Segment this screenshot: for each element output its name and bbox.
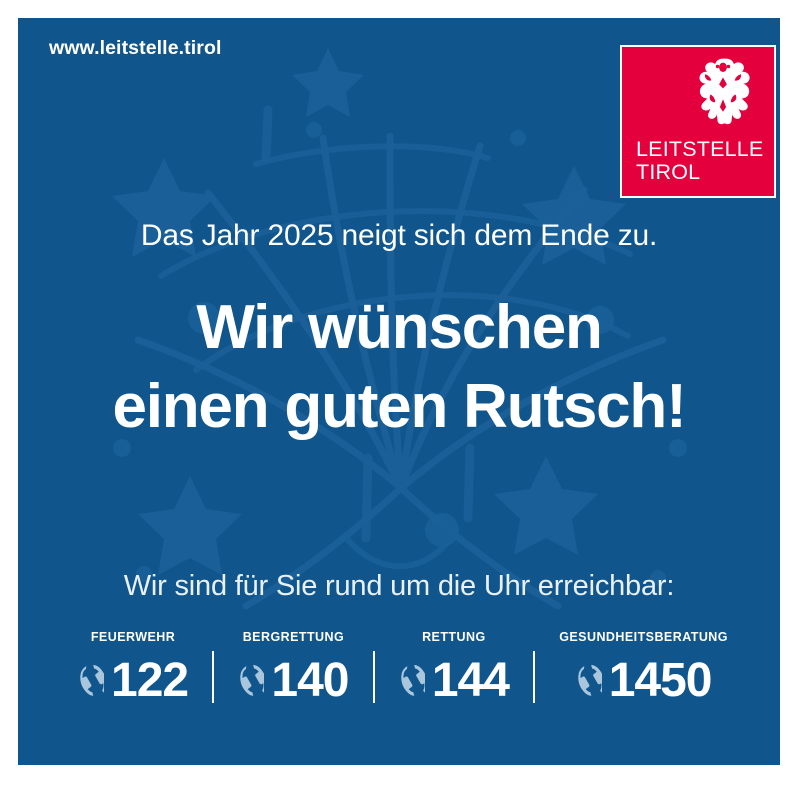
emergency-label: RETTUNG xyxy=(422,630,486,644)
page-title: Wir wünschen einen guten Rutsch! xyxy=(18,288,780,447)
emergency-number-rettung[interactable]: RETTUNG 144 xyxy=(399,630,510,707)
logo-line-1: LEITSTELLE xyxy=(636,136,764,161)
emergency-number-feuerwehr[interactable]: FEUERWEHR 122 xyxy=(78,630,189,707)
website-url[interactable]: www.leitstelle.tirol xyxy=(49,37,222,59)
emergency-label: FEUERWEHR xyxy=(90,630,176,644)
emergency-number-value: 144 xyxy=(431,654,510,707)
new-year-greeting-poster: www.leitstelle.tirol LEITSTELLE TIROL xyxy=(18,18,780,765)
emergency-number-value: 122 xyxy=(111,654,189,707)
number-separator xyxy=(212,651,215,703)
number-separator xyxy=(372,651,375,703)
emergency-number-bergrettung[interactable]: BERGRETTUNG 140 xyxy=(238,630,350,707)
emergency-number-gesundheitsberatung[interactable]: GESUNDHEITSBERATUNG 1450 xyxy=(559,630,728,705)
number-separator xyxy=(533,651,536,703)
emergency-label: GESUNDHEITSBERATUNG xyxy=(559,630,728,644)
kicker-text: Das Jahr 2025 neigt sich dem Ende zu. xyxy=(140,219,658,252)
leitstelle-tirol-logo[interactable]: LEITSTELLE TIROL xyxy=(620,45,776,198)
emergency-number-value: 140 xyxy=(271,654,349,707)
emergency-numbers-row: FEUERWEHR 122 BERGRETTUNG 140 xyxy=(78,630,728,705)
emergency-label: BERGRETTUNG xyxy=(242,630,345,644)
phone-icon xyxy=(577,665,602,696)
tyrol-eagle-icon xyxy=(699,58,750,125)
emergency-number-row: 1450 xyxy=(576,657,712,705)
availability-text: Wir sind für Sie rund um die Uhr erreich… xyxy=(123,570,675,602)
headline-line-2: einen guten Rutsch! xyxy=(112,372,686,442)
emergency-number-value: 1450 xyxy=(608,654,713,707)
logo-wordmark: LEITSTELLE TIROL xyxy=(636,136,764,184)
headline-line-1: Wir wünschen xyxy=(196,293,603,362)
phone-icon xyxy=(80,665,104,696)
logo-line-2: TIROL xyxy=(636,159,701,184)
emergency-number-row: 144 xyxy=(399,654,510,707)
emergency-number-row: 122 xyxy=(78,654,189,707)
phone-icon xyxy=(240,665,265,696)
emergency-number-row: 140 xyxy=(238,654,350,707)
phone-icon xyxy=(401,665,425,696)
